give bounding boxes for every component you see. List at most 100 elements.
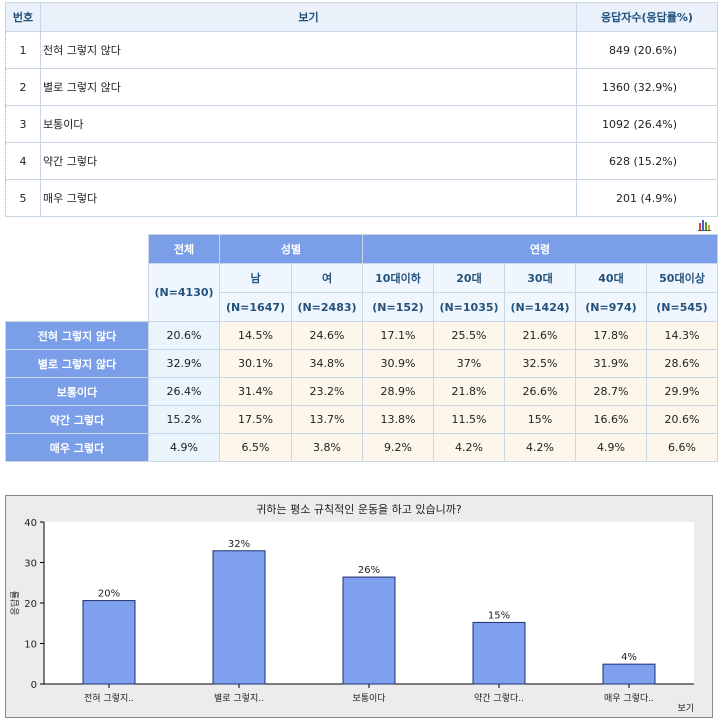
result-count: 1092 (26.4%) <box>576 105 718 143</box>
chart-title: 귀하는 평소 규칙적인 운동을 하고 있습니까? <box>256 502 462 516</box>
result-option: 매우 그렇다 <box>40 179 577 217</box>
bar-chart-panel: 귀하는 평소 규칙적인 운동을 하고 있습니까? 0 10 20 30 40 응답률 20% 전… <box>5 495 713 718</box>
crosstab-cell: 31.4% <box>219 377 292 406</box>
crosstab-cell: 6.5% <box>219 433 292 462</box>
column-n: (N=1647) <box>219 292 292 322</box>
crosstab-cell: 4.2% <box>433 433 505 462</box>
crosstab-cell: 14.5% <box>219 321 292 350</box>
results-row: 1 전혀 그렇지 않다 849 (20.6%) <box>5 31 718 69</box>
total-header: 전체 <box>148 234 220 264</box>
col-header-count: 응답자수(응답률%) <box>576 2 718 32</box>
results-row: 3 보통이다 1092 (26.4%) <box>5 105 718 143</box>
result-count: 849 (20.6%) <box>576 31 718 69</box>
crosstab-row: 약간 그렇다 15.2% 17.5% 13.7% 13.8% 11.5% 15% 16.6% 2… <box>5 405 718 434</box>
crosstab-total-cell: 4.9% <box>148 433 220 462</box>
age-header: 연령 <box>362 234 718 264</box>
result-count: 1360 (32.9%) <box>576 68 718 106</box>
crosstab-cell: 14.3% <box>646 321 718 350</box>
crosstab-row: 보통이다 26.4% 31.4% 23.2% 28.9% 21.8% 26.6% 28.7% 2… <box>5 377 718 406</box>
result-option: 보통이다 <box>40 105 577 143</box>
bar-data-label: 15% <box>488 610 510 621</box>
crosstab-row: 전혀 그렇지 않다 20.6% 14.5% 24.6% 17.1% 25.5% 21.6% 1… <box>5 321 718 350</box>
y-tick-label: 0 <box>31 680 37 691</box>
crosstab-cell: 15% <box>504 405 576 434</box>
results-row: 5 매우 그렇다 201 (4.9%) <box>5 179 718 217</box>
crosstab-total-cell: 20.6% <box>148 321 220 350</box>
bar <box>82 600 136 685</box>
column-label: 50대이상 <box>646 263 718 293</box>
crosstab-cell: 9.2% <box>362 433 434 462</box>
crosstab-cell: 3.8% <box>291 433 363 462</box>
bar-chart: 귀하는 평소 규칙적인 운동을 하고 있습니까? 0 10 20 30 40 응답률 20% 전… <box>9 502 694 714</box>
result-count: 201 (4.9%) <box>576 179 718 217</box>
results-row: 4 약간 그렇다 628 (15.2%) <box>5 142 718 180</box>
crosstab-total-cell: 26.4% <box>148 377 220 406</box>
x-tick-label: 보통이다 <box>352 693 386 704</box>
crosstab-cell: 30.9% <box>362 349 434 378</box>
column-n: (N=545) <box>646 292 718 322</box>
crosstab-total-cell: 15.2% <box>148 405 220 434</box>
crosstab-cell: 20.6% <box>646 405 718 434</box>
bar-chart-icon[interactable] <box>697 217 711 231</box>
y-tick-label: 10 <box>24 640 37 651</box>
bar-data-label: 26% <box>358 565 380 576</box>
crosstab-cell: 26.6% <box>504 377 576 406</box>
crosstab-cell: 28.9% <box>362 377 434 406</box>
column-n: (N=974) <box>575 292 647 322</box>
bar <box>212 550 266 685</box>
crosstab-cell: 37% <box>433 349 505 378</box>
crosstab-row-label: 보통이다 <box>5 377 149 406</box>
result-number: 5 <box>5 179 41 217</box>
bar-data-label: 20% <box>98 589 120 600</box>
col-header-number: 번호 <box>5 2 41 32</box>
results-header-row: 번호 보기 응답자수(응답률%) <box>5 2 718 32</box>
column-n: (N=152) <box>362 292 434 322</box>
crosstab-cell: 16.6% <box>575 405 647 434</box>
result-number: 1 <box>5 31 41 69</box>
crosstab-cell: 11.5% <box>433 405 505 434</box>
crosstab-cell: 6.6% <box>646 433 718 462</box>
y-axis-label: 응답률 <box>9 591 21 616</box>
crosstab-cell: 28.7% <box>575 377 647 406</box>
result-number: 2 <box>5 68 41 106</box>
crosstab-row-label: 매우 그렇다 <box>5 433 149 462</box>
column-label: 10대이하 <box>362 263 434 293</box>
column-label: 20대 <box>433 263 505 293</box>
crosstab-total-cell: 32.9% <box>148 349 220 378</box>
crosstab-cell: 30.1% <box>219 349 292 378</box>
result-number: 3 <box>5 105 41 143</box>
crosstab-cell: 23.2% <box>291 377 363 406</box>
x-tick-label: 매우 그렇다.. <box>604 693 654 704</box>
result-number: 4 <box>5 142 41 180</box>
results-row: 2 별로 그렇지 않다 1360 (32.9%) <box>5 68 718 106</box>
result-option: 약간 그렇다 <box>40 142 577 180</box>
x-tick-label: 별로 그렇지.. <box>214 693 264 704</box>
crosstab-row-label: 별로 그렇지 않다 <box>5 349 149 378</box>
gender-header: 성별 <box>219 234 363 264</box>
crosstab-cell: 21.8% <box>433 377 505 406</box>
crosstab-cell: 4.9% <box>575 433 647 462</box>
crosstab-cell: 13.8% <box>362 405 434 434</box>
y-tick-label: 20 <box>24 599 37 610</box>
col-header-option: 보기 <box>40 2 577 32</box>
crosstab-table: 전체 성별 연령 (N=4130) 남 여 10대이하 20대 30대 40대 50대이상 … <box>5 234 718 462</box>
result-count: 628 (15.2%) <box>576 142 718 180</box>
crosstab-cell: 21.6% <box>504 321 576 350</box>
crosstab-row-label: 약간 그렇다 <box>5 405 149 434</box>
column-label: 여 <box>291 263 363 293</box>
bar <box>342 576 396 685</box>
x-tick-label: 전혀 그렇지.. <box>84 693 134 704</box>
crosstab-cell: 28.6% <box>646 349 718 378</box>
crosstab-row: 별로 그렇지 않다 32.9% 30.1% 34.8% 30.9% 37% 32.5% 31.… <box>5 349 718 378</box>
column-label: 40대 <box>575 263 647 293</box>
column-n: (N=1035) <box>433 292 505 322</box>
crosstab-row-label: 전혀 그렇지 않다 <box>5 321 149 350</box>
column-n: (N=1424) <box>504 292 576 322</box>
x-axis-label: 보기 <box>677 703 694 714</box>
result-option: 별로 그렇지 않다 <box>40 68 577 106</box>
bar <box>602 663 656 685</box>
crosstab-cell: 29.9% <box>646 377 718 406</box>
x-tick-label: 약간 그렇다.. <box>474 692 524 704</box>
crosstab-cell: 25.5% <box>433 321 505 350</box>
results-table: 번호 보기 응답자수(응답률%) 1 전혀 그렇지 않다 849 (20.6%) 2 별… <box>5 2 718 217</box>
